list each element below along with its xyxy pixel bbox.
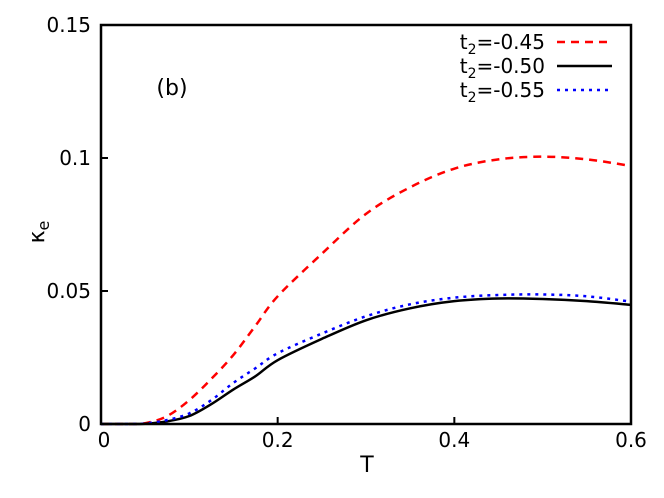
panel-label: (b) (156, 76, 187, 101)
x-tick-label: 0.6 (615, 428, 647, 452)
legend-entry-1: t2=-0.50 (460, 54, 612, 82)
x-tick-label: 0.2 (262, 428, 294, 452)
series-line-2 (100, 293, 632, 426)
y-axis-label-sub: e (34, 221, 53, 231)
y-tick-label: 0.15 (46, 13, 91, 37)
series-line-0 (100, 155, 632, 426)
ticks: 0 0.2 0.4 0.6 0 0.05 0.1 0.15 (46, 13, 646, 452)
legend-label: t2=-0.45 (460, 30, 545, 58)
x-axis-label: T (359, 453, 374, 478)
legend-entry-2: t2=-0.55 (460, 78, 612, 106)
y-tick-label: 0 (78, 412, 91, 436)
plot-frame (99, 23, 633, 426)
legend-entry-0: t2=-0.45 (460, 30, 612, 58)
y-tick-label: 0.1 (59, 146, 91, 170)
y-tick-label: 0.05 (46, 279, 91, 303)
y-axis-label-base: κ (25, 230, 50, 243)
x-tick-label: 0.4 (438, 428, 470, 452)
series-line-1 (100, 297, 632, 426)
legend-label: t2=-0.50 (460, 54, 545, 82)
y-axis-label: κe (25, 221, 53, 244)
svg-text:κe: κe (25, 221, 53, 244)
curves (100, 155, 632, 426)
legend-label: t2=-0.55 (460, 78, 545, 106)
x-tick-label: 0 (98, 428, 111, 452)
